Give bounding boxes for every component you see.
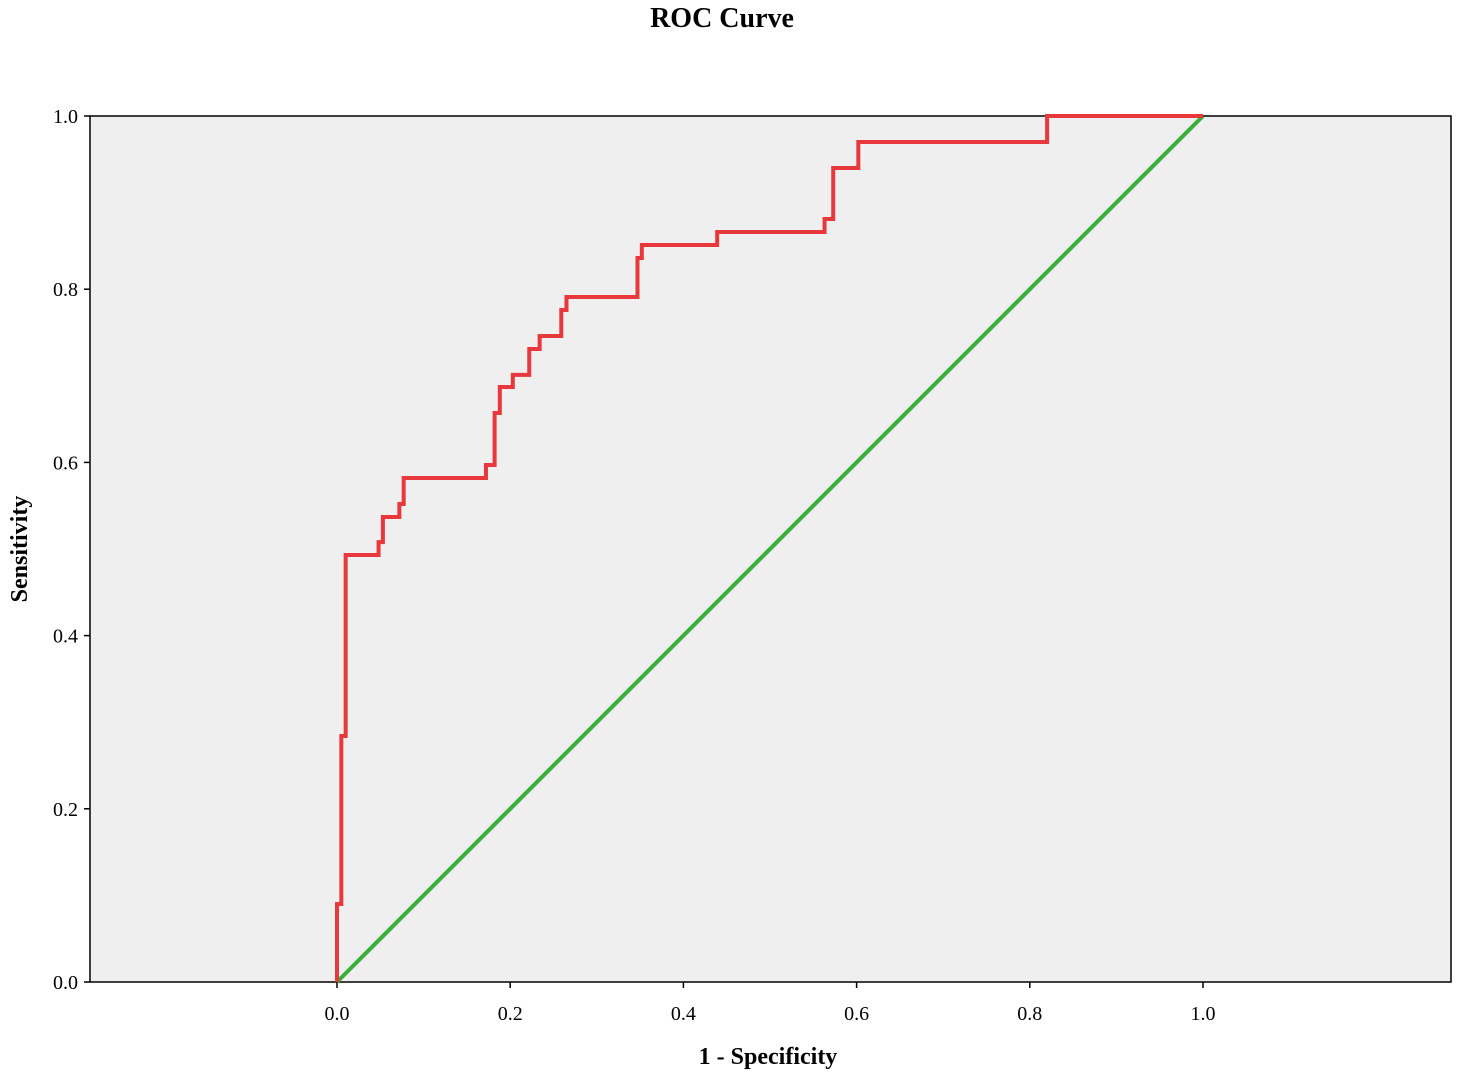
series-layer [335, 114, 1205, 984]
x-axis: 0.0 0.2 0.4 0.6 0.8 1.0 [325, 982, 1216, 1025]
y-axis: 0.0 0.2 0.4 0.6 0.8 1.0 [53, 106, 90, 994]
y-tick-label: 0.2 [53, 799, 78, 821]
roc-curve-line [335, 114, 1203, 982]
y-tick-label: 0.8 [53, 279, 78, 301]
x-tick-label: 0.2 [498, 1003, 523, 1025]
y-axis-title: Sensitivity [7, 496, 33, 603]
y-tick-label: 0.6 [53, 452, 78, 474]
y-tick-label: 1.0 [53, 106, 78, 128]
x-tick-label: 0.4 [671, 1003, 696, 1025]
x-axis-title: 1 - Specificity [699, 1044, 838, 1070]
x-tick-label: 0.0 [325, 1003, 350, 1025]
y-tick-label: 0.0 [53, 972, 78, 994]
x-tick-label: 1.0 [1191, 1003, 1216, 1025]
reference-diagonal-line [335, 114, 1205, 984]
chart-title: ROC Curve [650, 3, 794, 34]
y-tick-label: 0.4 [53, 626, 78, 648]
x-tick-label: 0.8 [1017, 1003, 1042, 1025]
x-tick-label: 0.6 [844, 1003, 869, 1025]
